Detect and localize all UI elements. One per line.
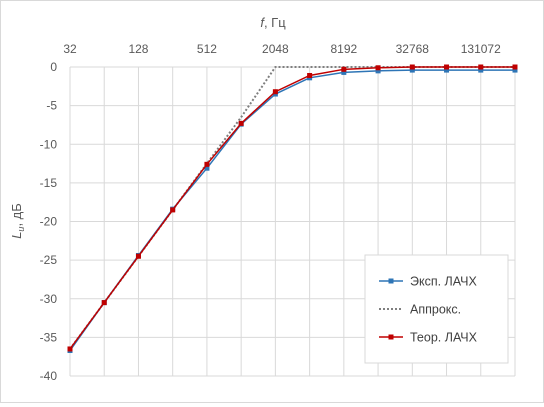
y-tick-label: -10 — [40, 137, 58, 151]
series-2-point — [67, 346, 73, 352]
legend: Эксп. ЛАЧХ Аппрокс. Теор. ЛАЧХ — [364, 254, 509, 364]
series-0-point — [512, 67, 518, 73]
y-axis-title: Lu, дБ — [9, 203, 26, 239]
series-2-point — [409, 64, 415, 70]
y-tick-label: -40 — [40, 369, 58, 383]
series-2-point — [375, 65, 381, 71]
x-tick-label: 32 — [63, 42, 77, 56]
y-tick-label: -25 — [40, 253, 58, 267]
series-0-point — [444, 67, 450, 73]
y-tick-label: -20 — [40, 215, 58, 229]
x-tick-label: 512 — [197, 42, 217, 56]
series-0-point — [478, 67, 484, 73]
series-2-point — [101, 300, 107, 306]
x-tick-label: 128 — [128, 42, 148, 56]
y-tick-label: 0 — [50, 60, 57, 74]
legend-marker-2 — [388, 334, 394, 340]
series-2-point — [170, 207, 176, 213]
series-2-point — [135, 253, 141, 259]
x-tick-label: 2048 — [262, 42, 289, 56]
y-tick-label: -15 — [40, 176, 58, 190]
tick-layer: 32 128 512 2048 8192 32768 131072 0 -5 -10 -15 -20 -… — [40, 42, 501, 383]
series-0-point — [375, 68, 381, 74]
series-0-point — [341, 69, 347, 75]
series-line-2 — [69, 66, 515, 350]
series-2-point — [512, 64, 518, 70]
series-2-point — [478, 64, 484, 70]
series-0-point — [204, 165, 210, 171]
legend-label-1: Аппрокс. — [410, 303, 461, 317]
series-2-point — [238, 120, 244, 126]
legend-label-2: Теор. ЛАЧХ — [410, 331, 478, 345]
x-axis-title: f, Гц — [260, 15, 286, 30]
legend-label-0: Эксп. ЛАЧХ — [410, 275, 477, 289]
series-2-point — [307, 72, 313, 78]
series-2-point — [444, 64, 450, 70]
y-tick-label: -35 — [40, 330, 58, 344]
y-tick-label: -30 — [40, 292, 58, 306]
series-2-point — [204, 161, 210, 167]
series-0-point — [409, 67, 415, 73]
series-layer — [67, 64, 518, 354]
x-tick-label: 8192 — [330, 42, 357, 56]
legend-marker-0 — [388, 278, 394, 284]
y-tick-label: -5 — [46, 99, 57, 113]
x-tick-label: 32768 — [396, 42, 430, 56]
series-2-point — [341, 66, 347, 72]
series-2-point — [272, 89, 278, 95]
x-tick-label: 131072 — [461, 42, 501, 56]
